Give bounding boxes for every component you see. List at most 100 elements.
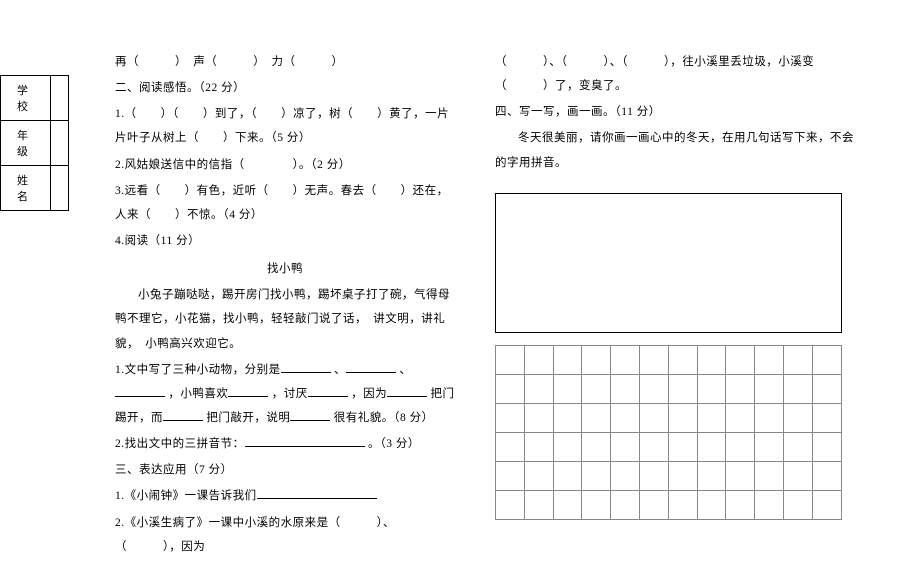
grid-cell [582,432,611,461]
grid-cell [639,432,668,461]
grid-cell [639,461,668,490]
table-row: 姓 名 [1,166,69,211]
class-blank [51,121,69,166]
blank [387,385,427,397]
blank [257,487,377,499]
grid-cell [553,432,582,461]
grid-cell [726,403,755,432]
top-fill-line: 再（ ） 声（ ） 力（ ） [115,50,455,74]
grid-cell [582,374,611,403]
blank [281,361,331,373]
pq1-d: ，小鸭喜欢 [168,388,228,400]
grid-cell [783,490,812,519]
grid-cell [812,490,841,519]
table-row: 年 级 [1,121,69,166]
grid-cell [726,374,755,403]
grid-cell [496,461,525,490]
pq2-a: 2.找出文中的三拼音节： [115,438,245,450]
pq1-i: 很有礼貌。（8 分） [334,412,434,424]
drawing-box [495,193,842,333]
grid-cell [668,432,697,461]
grid-cell [755,490,784,519]
student-info-table: 学 校 年 级 姓 名 [0,75,69,211]
grid-cell [726,432,755,461]
grid-cell [611,403,640,432]
grid-row [496,432,842,461]
blank [308,385,348,397]
grid-cell [582,490,611,519]
blank [290,409,330,421]
grid-cell [582,345,611,374]
grid-cell [812,461,841,490]
grid-cell [783,345,812,374]
writing-grid [495,345,842,520]
grid-cell [553,461,582,490]
pq1-b: 、 [334,364,346,376]
right-column: （ ）、（ ）、（ ），往小溪里丢垃圾，小溪变（ ）了，变臭了。 四、写一写，画… [495,50,860,545]
pq2-b: 。（3 分） [368,438,420,450]
grid-cell [812,345,841,374]
grid-cell [783,461,812,490]
grid-cell [553,374,582,403]
grid-cell [553,490,582,519]
grid-cell [639,490,668,519]
passage-title: 找小鸭 [115,257,455,281]
pq1-f: ，因为 [351,388,387,400]
q2-text: 2.风姑娘送信中的信指（ ）。（2 分） [115,153,455,177]
school-label: 学 校 [1,76,51,121]
grid-cell [668,345,697,374]
name-label: 姓 名 [1,166,51,211]
s4-desc: 冬天很美丽，请你画一画心中的冬天，在用几句话写下来，不会的字用拼音。 [495,126,860,174]
q4-title: 4.阅读（11 分） [115,229,455,253]
grid-cell [611,490,640,519]
left-content: 再（ ） 声（ ） 力（ ） 二、阅读感悟。（22 分） 1.（ ）（ ）到了，… [115,50,455,559]
grid-cell [496,345,525,374]
grid-cell [812,432,841,461]
q1-text: 1.（ ）（ ）到了，（ ）凉了，树（ ）黄了，一片片叶子从树上（ ）下来。（5… [115,102,455,150]
grid-cell [496,432,525,461]
grid-cell [668,403,697,432]
grid-cell [812,374,841,403]
grid-cell [783,403,812,432]
section-2-title: 二、阅读感悟。（22 分） [115,76,455,100]
s3q2-text: 2.《小溪生病了》一课中小溪的水原来是（ ）、（ ），因为 [115,511,455,559]
grid-cell [496,374,525,403]
right-cont-text: （ ）、（ ）、（ ），往小溪里丢垃圾，小溪变（ ）了，变臭了。 [495,50,860,98]
grid-cell [697,403,726,432]
blank [163,409,203,421]
grid-cell [496,403,525,432]
pq1-h: 把门敲开，说明 [206,412,290,424]
grid-cell [611,374,640,403]
blank [245,435,365,447]
grid-cell [611,461,640,490]
pq1-e: ，讨厌 [272,388,308,400]
grid-cell [697,490,726,519]
name-blank [51,166,69,211]
grid-row [496,345,842,374]
grid-cell [783,374,812,403]
table-row: 学 校 [1,76,69,121]
grid-row [496,490,842,519]
page-wrap: 学 校 年 级 姓 名 再（ ） 声（ ） 力（ ） 二、阅读感悟。（22 分）… [55,50,875,545]
grid-cell [755,403,784,432]
passage-body: 小兔子蹦哒哒，踢开房门找小鸭，踢坏桌子打了碗，气得母鸭不理它，小花猫，找小鸭，轻… [115,283,455,355]
section-3-title: 三、表达应用（7 分） [115,458,455,482]
grid-cell [496,490,525,519]
grid-cell [611,345,640,374]
grid-cell [524,345,553,374]
blank [115,385,165,397]
grid-cell [726,345,755,374]
grid-cell [582,461,611,490]
grid-cell [726,461,755,490]
grid-cell [524,432,553,461]
grid-cell [611,432,640,461]
grid-row [496,461,842,490]
pq1-a: 1.文中写了三种小动物，分别是 [115,364,281,376]
grid-cell [755,432,784,461]
grid-cell [639,403,668,432]
grid-cell [668,490,697,519]
section-4-title: 四、写一写，画一画。（11 分） [495,100,860,124]
grid-cell [783,432,812,461]
s3q1-a: 1.《小闹钟》一课告诉我们 [115,490,257,502]
grid-cell [755,374,784,403]
